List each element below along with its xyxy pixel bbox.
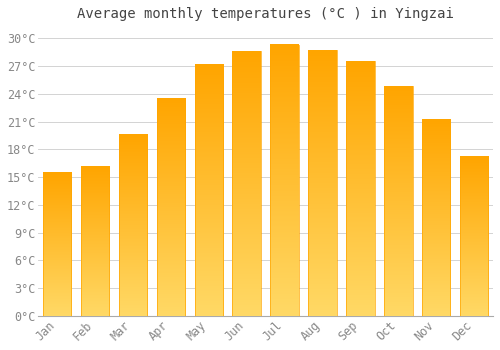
Bar (346, 62, 374, 316)
Bar (81, 167, 110, 316)
Bar (156, 98, 185, 316)
Bar (43, 173, 72, 316)
Bar (232, 51, 261, 316)
Bar (384, 86, 412, 316)
Bar (460, 157, 488, 316)
Bar (194, 64, 223, 316)
Bar (422, 120, 450, 316)
Bar (308, 50, 336, 316)
Bar (270, 45, 299, 316)
Bar (119, 134, 147, 316)
Title: Average monthly temperatures (°C ) in Yingzai: Average monthly temperatures (°C ) in Yi… (77, 7, 454, 21)
